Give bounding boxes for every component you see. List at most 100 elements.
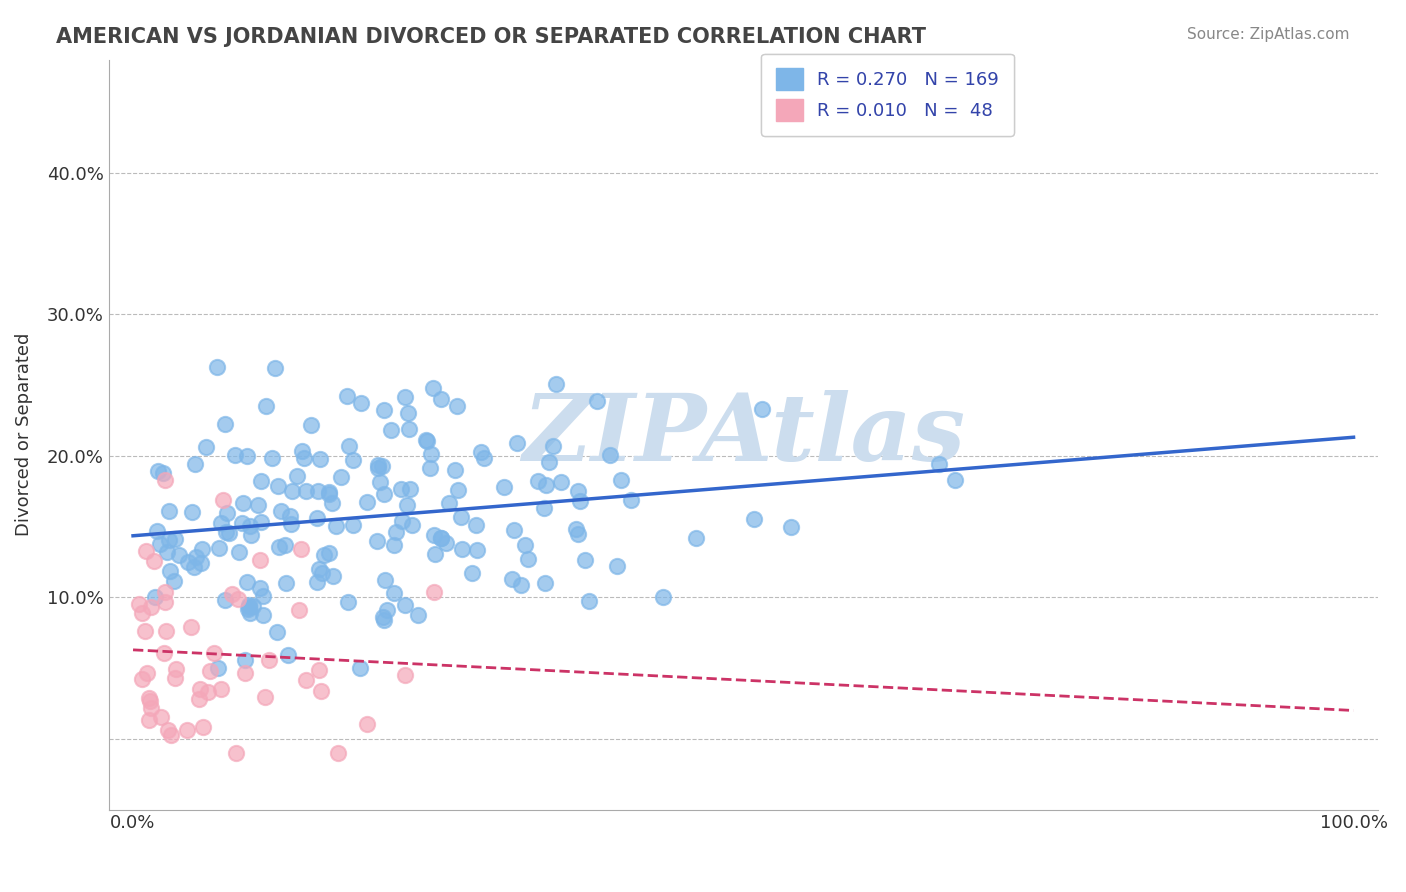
Americans xyxy=(394,390,416,404)
Americans xyxy=(321,496,343,510)
Americans xyxy=(318,484,340,499)
Jordanians xyxy=(202,646,225,660)
Americans xyxy=(371,610,394,624)
Americans xyxy=(157,503,180,517)
Americans xyxy=(194,440,217,454)
Americans xyxy=(395,498,418,512)
Americans xyxy=(254,399,277,413)
Americans xyxy=(146,524,169,538)
Americans xyxy=(242,599,264,613)
Jordanians xyxy=(135,666,157,681)
Americans xyxy=(550,475,572,489)
Jordanians xyxy=(249,552,271,566)
Americans xyxy=(434,536,457,550)
Jordanians xyxy=(165,662,187,676)
Americans xyxy=(342,518,364,533)
Jordanians xyxy=(225,746,247,760)
Jordanians xyxy=(295,673,318,687)
Text: Source: ZipAtlas.com: Source: ZipAtlas.com xyxy=(1187,27,1350,42)
Americans xyxy=(533,501,555,516)
Americans xyxy=(205,360,228,375)
Americans xyxy=(751,401,773,416)
Jordanians xyxy=(131,673,153,687)
Jordanians xyxy=(235,665,257,680)
Americans xyxy=(305,510,328,524)
Americans xyxy=(368,475,391,489)
Americans xyxy=(249,474,271,488)
Americans xyxy=(567,527,589,541)
Americans xyxy=(371,458,394,473)
Americans xyxy=(609,473,631,487)
Americans xyxy=(470,445,492,459)
Jordanians xyxy=(308,663,330,677)
Americans xyxy=(534,575,557,590)
Americans xyxy=(165,533,187,547)
Americans xyxy=(373,487,395,501)
Americans xyxy=(176,555,198,569)
Americans xyxy=(356,494,378,508)
Americans xyxy=(423,547,446,561)
Americans xyxy=(163,574,186,589)
Americans xyxy=(299,417,322,432)
Americans xyxy=(233,653,256,667)
Americans xyxy=(437,496,460,510)
Americans xyxy=(266,625,288,640)
Americans xyxy=(586,393,609,408)
Americans xyxy=(337,439,360,453)
Americans xyxy=(509,578,531,592)
Americans xyxy=(239,528,262,542)
Americans xyxy=(401,517,423,532)
Jordanians xyxy=(200,665,222,679)
Jordanians xyxy=(138,691,160,706)
Jordanians xyxy=(141,599,163,614)
Jordanians xyxy=(153,646,176,660)
Americans xyxy=(318,546,340,560)
Jordanians xyxy=(309,684,332,698)
Americans xyxy=(389,482,412,496)
Jordanians xyxy=(153,473,176,487)
Americans xyxy=(373,614,395,628)
Americans xyxy=(651,590,673,604)
Americans xyxy=(214,593,236,607)
Americans xyxy=(606,559,628,574)
Jordanians xyxy=(191,720,214,734)
Jordanians xyxy=(356,716,378,731)
Jordanians xyxy=(149,709,172,723)
Americans xyxy=(396,406,419,420)
Jordanians xyxy=(254,690,277,705)
Americans xyxy=(419,447,441,461)
Text: AMERICAN VS JORDANIAN DIVORCED OR SEPARATED CORRELATION CHART: AMERICAN VS JORDANIAN DIVORCED OR SEPARA… xyxy=(56,27,927,46)
Americans xyxy=(273,537,295,551)
Jordanians xyxy=(157,723,180,738)
Jordanians xyxy=(187,692,209,706)
Jordanians xyxy=(134,624,156,638)
Americans xyxy=(422,381,444,395)
Americans xyxy=(447,483,470,497)
Americans xyxy=(217,507,239,521)
Americans xyxy=(375,603,398,617)
Americans xyxy=(309,452,332,467)
Americans xyxy=(336,389,359,403)
Americans xyxy=(366,533,388,548)
Americans xyxy=(578,594,600,608)
Jordanians xyxy=(131,606,153,620)
Americans xyxy=(382,585,405,599)
Americans xyxy=(314,548,336,562)
Americans xyxy=(208,541,231,555)
Americans xyxy=(391,514,413,528)
Americans xyxy=(513,537,536,551)
Jordanians xyxy=(328,746,350,760)
Americans xyxy=(429,392,451,406)
Americans xyxy=(501,572,523,586)
Jordanians xyxy=(221,587,243,601)
Jordanians xyxy=(423,585,446,599)
Americans xyxy=(292,451,315,466)
Americans xyxy=(218,526,240,541)
Americans xyxy=(152,466,174,480)
Americans xyxy=(325,519,347,533)
Americans xyxy=(239,606,262,620)
Americans xyxy=(267,540,290,554)
Americans xyxy=(429,531,451,545)
Americans xyxy=(281,484,304,499)
Jordanians xyxy=(165,671,187,685)
